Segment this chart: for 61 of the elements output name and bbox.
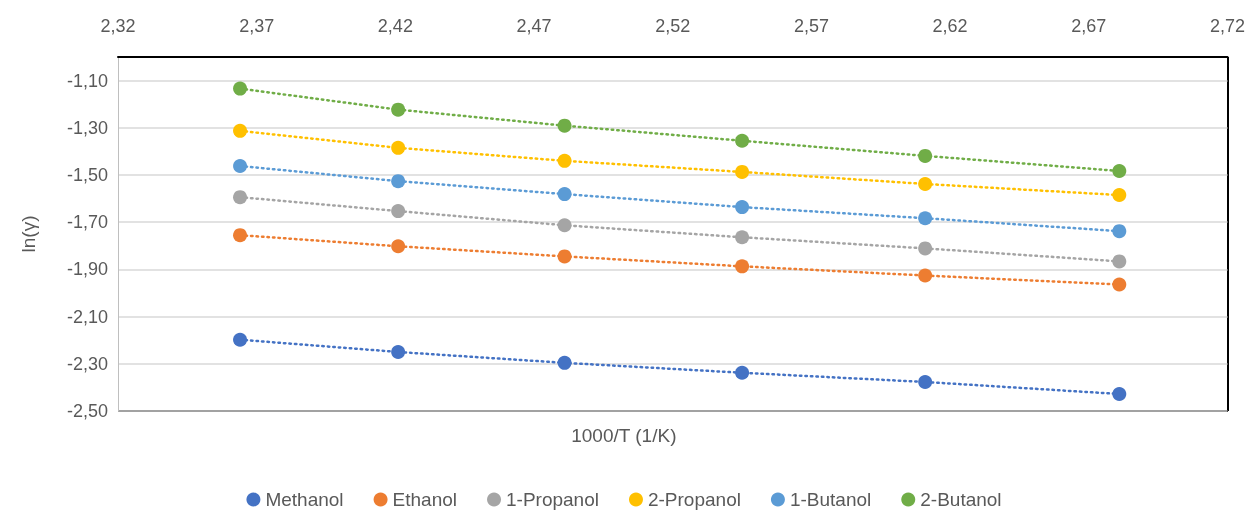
y-tick-label: -2,30: [66, 353, 108, 374]
x-axis-title: 1000/T (1/K): [571, 425, 677, 446]
point: [557, 187, 572, 202]
point: [918, 148, 933, 163]
point: [233, 81, 248, 96]
point: [735, 365, 750, 380]
point: [735, 230, 750, 245]
point: [391, 204, 406, 219]
point: [233, 228, 248, 243]
point: [1112, 387, 1127, 401]
y-axis-title: ln(γ): [18, 215, 39, 253]
y-tick-label: -1,90: [66, 259, 108, 280]
x-tick-label: 2,52: [655, 16, 691, 36]
x-tick-label: 2,67: [1071, 16, 1107, 36]
point: [918, 211, 933, 226]
legend-label: 2-Propanol: [647, 489, 741, 510]
x-tick-label: 2,37: [239, 16, 275, 36]
legend-label: Ethanol: [392, 489, 458, 510]
point: [735, 259, 750, 274]
point: [918, 268, 933, 283]
point: [918, 241, 933, 256]
point: [1112, 277, 1127, 292]
point: [1112, 163, 1127, 178]
y-tick-label: -2,50: [66, 401, 108, 421]
x-tick-label: 2,62: [932, 16, 968, 36]
x-tick-label: 2,57: [793, 16, 829, 36]
point: [557, 249, 572, 264]
y-tick-label: -1,70: [66, 212, 108, 233]
point: [1112, 188, 1127, 203]
legend-label: 1-Propanol: [506, 489, 599, 510]
point: [1112, 224, 1127, 239]
y-tick-label: -1,30: [66, 117, 108, 138]
point: [233, 190, 248, 205]
point: [391, 345, 406, 359]
point: [735, 164, 750, 179]
point: [391, 140, 406, 155]
point: [233, 332, 248, 347]
legend-label: 1-Butanol: [789, 489, 872, 510]
point: [918, 374, 933, 389]
y-tick-label: -1,10: [66, 70, 108, 91]
point: [391, 239, 406, 254]
point: [233, 123, 248, 138]
point: [557, 355, 572, 370]
legend-label: Methanol: [265, 489, 344, 510]
x-tick-label: 2,72: [1209, 16, 1246, 36]
point: [391, 174, 406, 189]
point: [233, 159, 248, 174]
y-tick-label: -1,50: [66, 165, 108, 185]
point: [557, 218, 572, 233]
x-tick-label: 2,32: [100, 16, 136, 36]
point: [391, 102, 406, 117]
point: [735, 133, 750, 148]
point: [918, 176, 933, 191]
x-tick-label: 2,47: [516, 16, 552, 36]
legend-label: 2-Butanol: [920, 489, 1002, 510]
y-tick-label: -2,10: [66, 306, 108, 327]
point: [735, 200, 750, 215]
x-tick-label: 2,42: [377, 16, 413, 36]
point: [557, 118, 572, 133]
point: [557, 153, 572, 168]
point: [1112, 254, 1127, 269]
